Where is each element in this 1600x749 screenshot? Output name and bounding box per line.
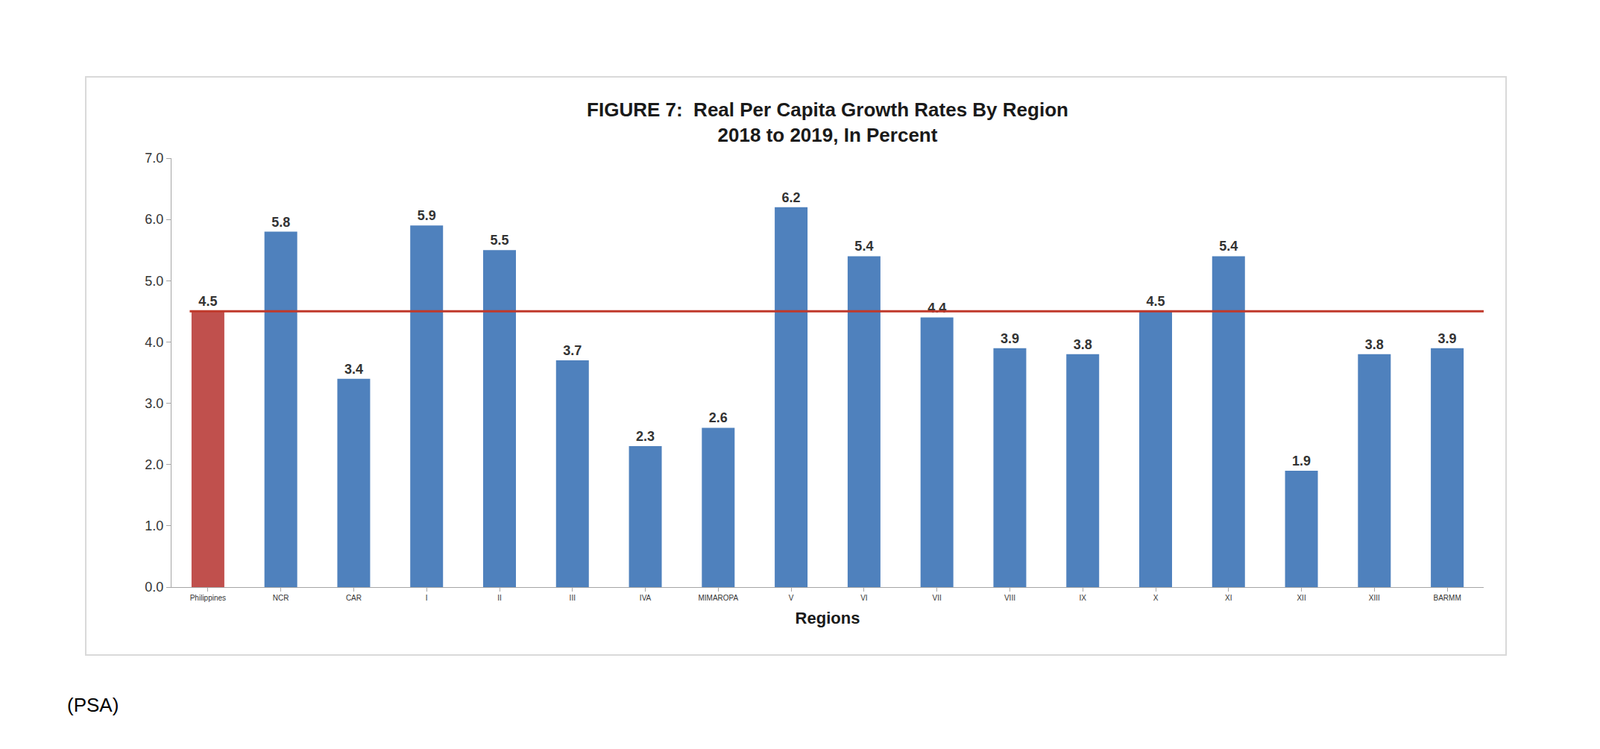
svg-text:5.4: 5.4: [854, 238, 874, 254]
svg-text:Philippines: Philippines: [190, 593, 226, 602]
svg-text:5.0: 5.0: [144, 273, 164, 289]
svg-text:II: II: [497, 593, 502, 602]
svg-text:5.5: 5.5: [489, 232, 509, 248]
svg-text:4.4: 4.4: [927, 300, 947, 316]
svg-text:MIMAROPA: MIMAROPA: [697, 593, 739, 602]
svg-text:2.6: 2.6: [709, 410, 728, 425]
svg-text:5.9: 5.9: [417, 208, 437, 223]
svg-text:FIGURE 7: Real Per Capita Gro: FIGURE 7: Real Per Capita Growth Rates B…: [586, 98, 1069, 147]
svg-text:VI: VI: [860, 593, 868, 602]
svg-text:5.4: 5.4: [1219, 238, 1238, 254]
svg-text:VII: VII: [932, 593, 942, 602]
svg-text:V: V: [788, 593, 795, 602]
svg-text:(PSA): (PSA): [67, 693, 119, 716]
svg-text:IX: IX: [1078, 593, 1087, 602]
svg-text:3.8: 3.8: [1365, 336, 1384, 352]
svg-text:IVA: IVA: [639, 593, 652, 602]
svg-text:XI: XI: [1224, 593, 1232, 602]
svg-text:XII: XII: [1296, 593, 1306, 602]
svg-text:0.0: 0.0: [144, 579, 164, 595]
svg-text:4.5: 4.5: [198, 293, 217, 309]
svg-text:XIII: XIII: [1368, 593, 1381, 602]
svg-text:6.2: 6.2: [782, 190, 801, 206]
svg-text:Regions: Regions: [795, 608, 861, 628]
svg-text:3.9: 3.9: [1000, 331, 1020, 346]
svg-text:3.4: 3.4: [344, 361, 364, 377]
svg-text:CAR: CAR: [345, 593, 362, 602]
svg-text:1.0: 1.0: [144, 518, 164, 534]
svg-text:2.0: 2.0: [144, 457, 164, 472]
svg-text:2.3: 2.3: [635, 428, 655, 444]
svg-text:X: X: [1153, 593, 1159, 602]
svg-text:III: III: [569, 593, 576, 602]
svg-text:NCR: NCR: [272, 593, 290, 602]
svg-text:VIII: VIII: [1004, 593, 1016, 602]
svg-text:5.8: 5.8: [271, 214, 291, 230]
svg-text:I: I: [425, 593, 428, 602]
svg-text:6.0: 6.0: [144, 211, 164, 227]
svg-text:3.8: 3.8: [1073, 336, 1093, 352]
svg-text:3.7: 3.7: [562, 342, 582, 358]
svg-text:1.9: 1.9: [1292, 453, 1311, 469]
svg-text:4.0: 4.0: [144, 334, 164, 350]
svg-text:3.0: 3.0: [144, 395, 164, 411]
svg-text:4.5: 4.5: [1145, 293, 1165, 309]
svg-text:BARMM: BARMM: [1432, 593, 1461, 602]
svg-text:7.0: 7.0: [144, 150, 164, 166]
svg-text:3.9: 3.9: [1438, 331, 1457, 346]
